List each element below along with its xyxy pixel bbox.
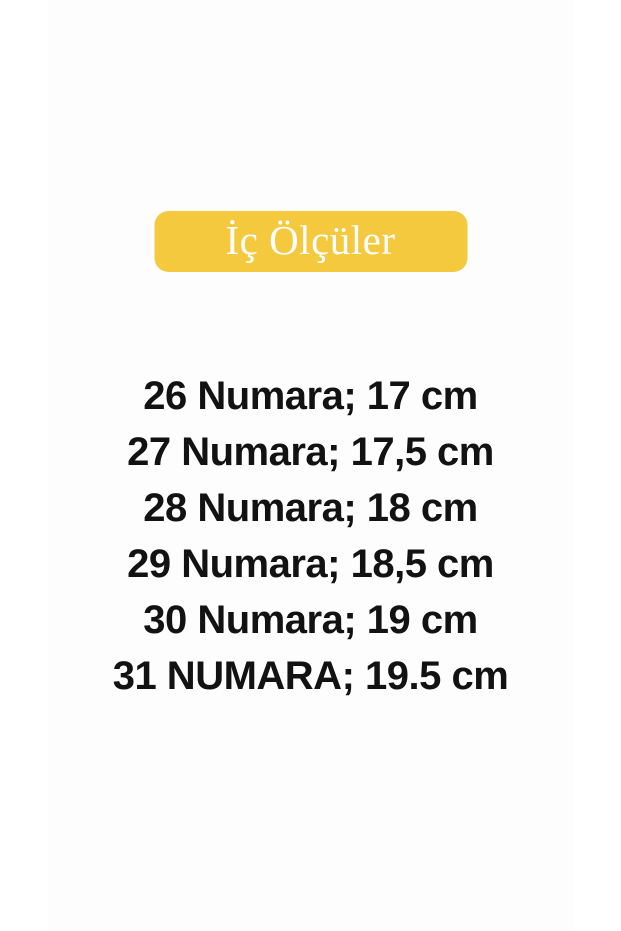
inner-measurements-badge: İç Ölçüler bbox=[154, 211, 467, 272]
inner-measurements-badge-label: İç Ölçüler bbox=[225, 217, 396, 263]
size-row-31: 31 NUMARA; 19.5 cm bbox=[112, 654, 509, 698]
size-row-29: 29 Numara; 18,5 cm bbox=[127, 542, 494, 586]
size-row-27: 27 Numara; 17,5 cm bbox=[127, 430, 494, 474]
size-row-30: 30 Numara; 19 cm bbox=[143, 598, 478, 642]
size-list: 26 Numara; 17 cm 27 Numara; 17,5 cm 28 N… bbox=[0, 368, 621, 704]
size-row-28: 28 Numara; 18 cm bbox=[143, 486, 478, 530]
photo-background-panel bbox=[48, 0, 573, 931]
size-row-26: 26 Numara; 17 cm bbox=[143, 374, 478, 418]
